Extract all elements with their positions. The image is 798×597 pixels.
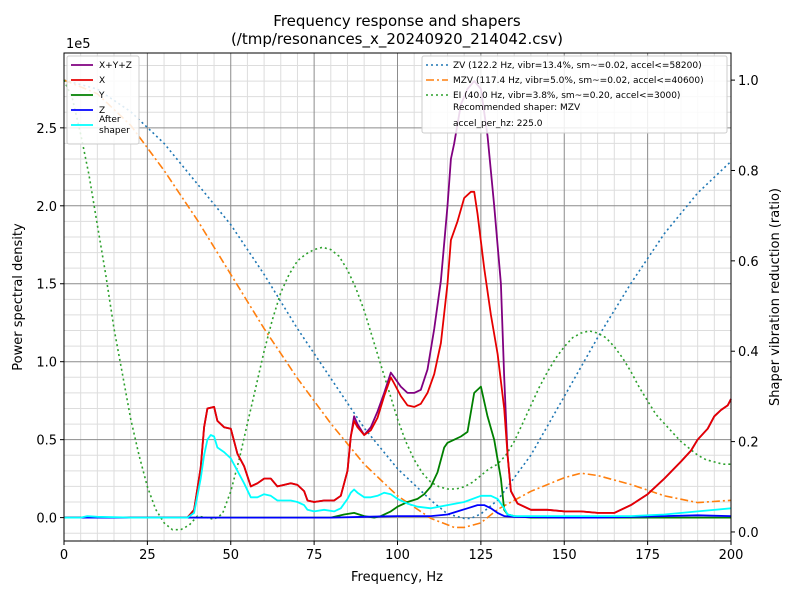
y2-tick-label: 1.0 — [738, 74, 759, 89]
y2-tick-label: 0.6 — [738, 255, 759, 270]
x-tick-label: 125 — [468, 548, 493, 563]
y-multiplier-label: 1e5 — [66, 37, 91, 52]
psd-line-after-shaper — [64, 434, 732, 519]
y-tick-label: 2.0 — [36, 200, 57, 215]
legend-right-note: Recommended shaper: MZV — [453, 103, 581, 113]
legend-left-label: Y — [98, 91, 105, 101]
axes-layer: 0 25 50 75 100 125 150 175 200 0.0 0.5 1.0 1.5 2.0 2.5… — [36, 74, 758, 563]
psd-line-x — [64, 190, 732, 519]
y-tick-label: 0.0 — [36, 512, 57, 527]
x-tick-label: 0 — [60, 548, 68, 563]
legend-right-box — [421, 55, 728, 134]
x-tick-label: 150 — [552, 548, 577, 563]
x-tick-label: 100 — [385, 548, 410, 563]
y2-tick-label: 0.4 — [738, 345, 759, 360]
y2-tick-label: 0.8 — [738, 164, 759, 179]
legend-left-box — [66, 55, 140, 145]
legend-left-label: shaper — [99, 126, 130, 136]
legend-left-label: X+Y+Z — [99, 61, 132, 71]
series-layer — [63, 79, 732, 531]
legend-right-note: accel_per_hz: 225.0 — [453, 119, 543, 129]
shaper-line-mzv — [63, 79, 732, 529]
y-axis-label: Power spectral density — [11, 223, 26, 371]
x-tick-label: 25 — [139, 548, 156, 563]
legend-right-label: ZV (122.2 Hz, vibr=13.4%, sm~=0.02, acce… — [453, 61, 702, 71]
y-tick-label: 1.0 — [36, 356, 57, 371]
y-tick-label: 1.5 — [36, 278, 57, 293]
legend-right-label: EI (40.0 Hz, vibr=3.8%, sm~=0.20, accel<… — [453, 91, 680, 101]
legend-right-label: MZV (117.4 Hz, vibr=5.0%, sm~=0.02, acce… — [453, 76, 704, 86]
x-tick-label: 175 — [635, 548, 660, 563]
x-axis-label: Frequency, Hz — [351, 570, 443, 585]
shaper-line-ei — [63, 79, 731, 531]
psd-line-z — [64, 504, 732, 519]
y2-tick-label: 0.2 — [738, 436, 759, 451]
y2-tick-label: 0.0 — [738, 526, 759, 541]
legend-left-label: Z — [99, 106, 105, 116]
x-tick-label: 50 — [222, 548, 239, 563]
legend-left-label: After — [99, 115, 121, 125]
y-tick-label: 2.5 — [36, 122, 57, 137]
y2-axis-label: Shaper vibration reduction (ratio) — [768, 188, 783, 406]
chart-title: Frequency response and shapers — [273, 12, 521, 30]
y-tick-label: 0.5 — [36, 434, 57, 449]
x-tick-label: 75 — [306, 548, 323, 563]
legend-left-label: X — [99, 76, 105, 86]
x-tick-label: 200 — [719, 548, 744, 563]
legend-right: ZV (122.2 Hz, vibr=13.4%, sm~=0.02, acce… — [421, 55, 728, 134]
chart-subtitle: (/tmp/resonances_x_20240920_214042.csv) — [231, 30, 563, 49]
